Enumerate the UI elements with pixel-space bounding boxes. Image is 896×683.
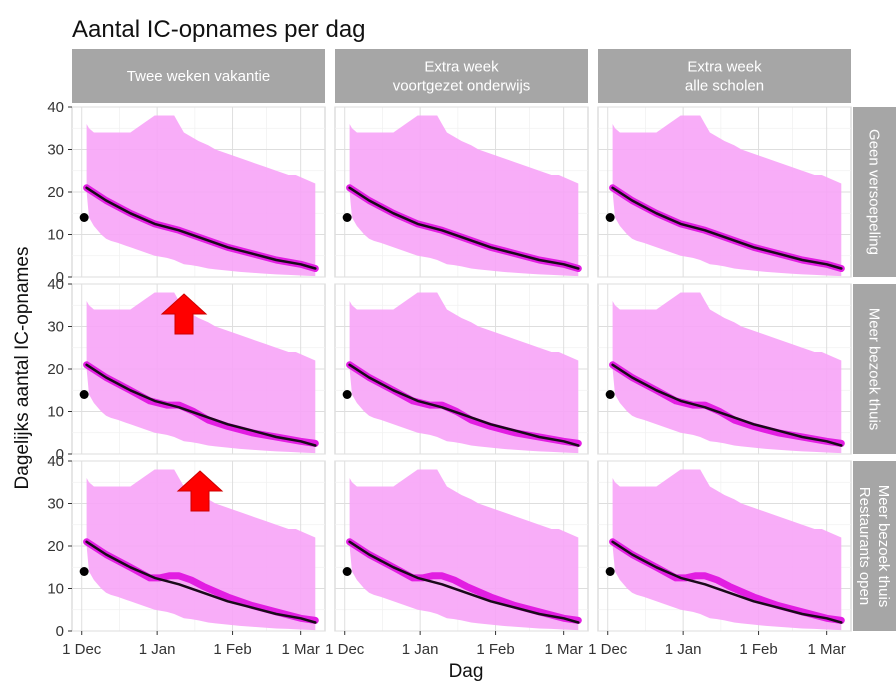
- row-strip-1: Geen versoepeling: [853, 107, 896, 277]
- x-tick-label: 1 Mar: [808, 641, 846, 658]
- strip-background: [853, 107, 896, 277]
- baseline-line: [85, 540, 317, 624]
- y-tick-label: 30: [47, 142, 64, 159]
- y-tick-label: 20: [47, 184, 64, 201]
- strip-background: [598, 49, 851, 103]
- y-tick-label: 0: [56, 269, 64, 286]
- x-tick-label: 1 Jan: [402, 641, 439, 658]
- uncertainty-band: [349, 115, 579, 277]
- observed-point: [342, 567, 352, 576]
- x-tick-label: 1 Feb: [213, 641, 251, 658]
- strip-background: [72, 49, 325, 103]
- x-tick-label: 1 Feb: [739, 641, 777, 658]
- column-strip-2: Extra week voortgezet onderwijs: [335, 49, 588, 103]
- uncertainty-band: [612, 292, 842, 454]
- panel-r1-c1: [71, 106, 326, 278]
- observed-point: [605, 567, 615, 576]
- panel-r2-c2: [334, 283, 589, 455]
- uncertainty-band: [349, 292, 579, 454]
- x-tick-label: 1 Feb: [476, 641, 514, 658]
- baseline-line: [348, 363, 580, 447]
- observed-point: [79, 567, 89, 576]
- y-tick-label: 0: [56, 623, 64, 640]
- observed-point: [605, 390, 615, 399]
- uncertainty-band: [86, 469, 316, 631]
- column-strip-label: voortgezet onderwijs: [393, 78, 531, 95]
- column-strip-3: Extra week alle scholen: [598, 49, 851, 103]
- baseline-line: [348, 186, 580, 270]
- x-tick-label: 1 Mar: [282, 641, 320, 658]
- facet-strips: Twee weken vakantie Extra week voortgezet …: [72, 49, 896, 631]
- x-tick-label: 1 Jan: [139, 641, 176, 658]
- panel-r1-c2: [334, 106, 589, 278]
- column-strip-label: Extra week: [424, 59, 499, 76]
- chart-title: Aantal IC-opnames per dag: [72, 16, 366, 43]
- x-tick-label: 1 Dec: [588, 641, 628, 658]
- x-tick-label: 1 Dec: [325, 641, 365, 658]
- panel-r3-c2: [334, 460, 589, 632]
- strip-background: [853, 284, 896, 454]
- uncertainty-band: [612, 115, 842, 277]
- increase-arrow-icon: [176, 470, 224, 512]
- uncertainty-band: [612, 469, 842, 631]
- column-strip-label: alle scholen: [685, 78, 764, 95]
- observed-point: [79, 213, 89, 222]
- row-strip-label: Meer bezoek thuis: [866, 308, 883, 431]
- row-strip-label: Restaurants open: [856, 487, 873, 605]
- observed-point: [79, 390, 89, 399]
- y-axis-title: Dagelijks aantal IC-opnames: [12, 247, 33, 490]
- x-tick-label: 1 Mar: [545, 641, 583, 658]
- observed-point: [605, 213, 615, 222]
- column-strip-label: Extra week: [687, 59, 762, 76]
- increase-arrow-icon: [160, 293, 208, 335]
- uncertainty-band: [86, 115, 316, 277]
- y-tick-label: 10: [47, 404, 64, 421]
- observed-point: [342, 390, 352, 399]
- panel-r1-c3: [597, 106, 852, 278]
- x-tick-label: 1 Dec: [62, 641, 102, 658]
- panel-r2-c3: [597, 283, 852, 455]
- x-axis-title: Dag: [449, 661, 484, 682]
- y-tick-label: 40: [47, 99, 64, 116]
- baseline-line: [611, 540, 843, 624]
- strip-background: [335, 49, 588, 103]
- column-strip-label: Twee weken vakantie: [127, 68, 270, 85]
- y-tick-label: 0: [56, 446, 64, 463]
- uncertainty-band: [349, 469, 579, 631]
- uncertainty-band: [86, 292, 316, 454]
- observed-point: [342, 213, 352, 222]
- baseline-line: [611, 186, 843, 270]
- row-strip-2: Meer bezoek thuis: [853, 284, 896, 454]
- baseline-line: [348, 540, 580, 624]
- x-tick-label: 1 Jan: [665, 641, 702, 658]
- strip-background: [853, 461, 896, 631]
- baseline-line: [85, 186, 317, 270]
- y-tick-label: 10: [47, 227, 64, 244]
- panel-grid: [71, 106, 852, 632]
- y-tick-label: 10: [47, 581, 64, 598]
- row-strip-label: Meer bezoek thuis: [875, 485, 892, 608]
- column-strip-1: Twee weken vakantie: [72, 49, 325, 103]
- y-tick-label: 40: [47, 276, 64, 293]
- baseline-line: [85, 363, 317, 447]
- y-tick-label: 40: [47, 453, 64, 470]
- baseline-line: [611, 363, 843, 447]
- y-tick-label: 20: [47, 538, 64, 555]
- y-tick-label: 30: [47, 496, 64, 513]
- y-tick-label: 30: [47, 319, 64, 336]
- y-tick-label: 20: [47, 361, 64, 378]
- row-strip-label: Geen versoepeling: [866, 129, 883, 255]
- panel-r3-c3: [597, 460, 852, 632]
